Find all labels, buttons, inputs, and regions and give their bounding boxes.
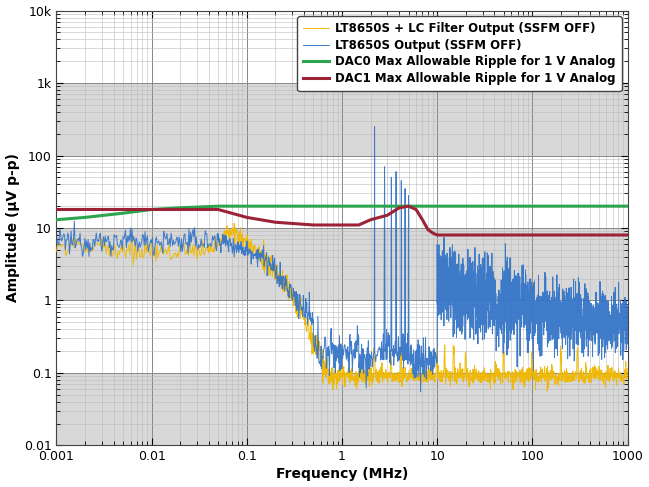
DAC1 Max Allowable Ripple for 1 V Analog <box>404 203 412 209</box>
LT8650S Output (SSFM OFF) <box>390 362 398 368</box>
DAC1 Max Allowable Ripple for 1 V Analog <box>355 222 363 228</box>
DAC1 Max Allowable Ripple for 1 V Analog <box>119 206 127 212</box>
DAC0 Max Allowable Ripple for 1 V Analog <box>434 203 441 209</box>
Bar <box>56 373 628 446</box>
LT8650S Output (SSFM OFF) <box>543 327 550 333</box>
DAC1 Max Allowable Ripple for 1 V Analog <box>243 214 251 220</box>
X-axis label: Frequency (MHz): Frequency (MHz) <box>276 468 408 482</box>
DAC1 Max Allowable Ripple for 1 V Analog <box>338 222 346 228</box>
DAC1 Max Allowable Ripple for 1 V Analog <box>429 230 437 236</box>
DAC0 Max Allowable Ripple for 1 V Analog <box>119 210 127 216</box>
LT8650S + LC Filter Output (SSFM OFF) <box>230 221 238 226</box>
DAC0 Max Allowable Ripple for 1 V Analog <box>53 217 60 223</box>
DAC0 Max Allowable Ripple for 1 V Analog <box>624 203 631 209</box>
LT8650S Output (SSFM OFF) <box>398 353 406 359</box>
DAC1 Max Allowable Ripple for 1 V Analog <box>214 206 222 212</box>
DAC0 Max Allowable Ripple for 1 V Analog <box>177 205 184 211</box>
LT8650S + LC Filter Output (SSFM OFF) <box>543 388 551 394</box>
DAC0 Max Allowable Ripple for 1 V Analog <box>384 203 391 209</box>
DAC1 Max Allowable Ripple for 1 V Analog <box>271 219 279 225</box>
LT8650S Output (SSFM OFF) <box>624 315 631 320</box>
Y-axis label: Amplitude (μV p-p): Amplitude (μV p-p) <box>6 153 19 302</box>
DAC1 Max Allowable Ripple for 1 V Analog <box>384 212 391 218</box>
DAC0 Max Allowable Ripple for 1 V Analog <box>338 203 346 209</box>
DAC0 Max Allowable Ripple for 1 V Analog <box>243 203 251 209</box>
LT8650S + LC Filter Output (SSFM OFF) <box>368 379 376 385</box>
DAC1 Max Allowable Ripple for 1 V Analog <box>574 232 582 238</box>
DAC1 Max Allowable Ripple for 1 V Analog <box>450 232 458 238</box>
DAC0 Max Allowable Ripple for 1 V Analog <box>148 206 156 212</box>
DAC0 Max Allowable Ripple for 1 V Analog <box>574 203 582 209</box>
LT8650S + LC Filter Output (SSFM OFF) <box>624 366 631 372</box>
DAC1 Max Allowable Ripple for 1 V Analog <box>148 206 156 212</box>
Line: LT8650S Output (SSFM OFF): LT8650S Output (SSFM OFF) <box>56 127 628 392</box>
Line: DAC1 Max Allowable Ripple for 1 V Analog: DAC1 Max Allowable Ripple for 1 V Analog <box>56 206 628 235</box>
DAC0 Max Allowable Ripple for 1 V Analog <box>479 203 487 209</box>
LT8650S + LC Filter Output (SSFM OFF) <box>450 351 458 357</box>
LT8650S Output (SSFM OFF) <box>417 389 424 394</box>
LT8650S + LC Filter Output (SSFM OFF) <box>595 363 603 369</box>
DAC1 Max Allowable Ripple for 1 V Analog <box>395 205 403 211</box>
DAC1 Max Allowable Ripple for 1 V Analog <box>424 226 432 232</box>
DAC1 Max Allowable Ripple for 1 V Analog <box>434 232 441 238</box>
Line: DAC0 Max Allowable Ripple for 1 V Analog: DAC0 Max Allowable Ripple for 1 V Analog <box>56 206 628 220</box>
Bar <box>56 228 628 300</box>
DAC1 Max Allowable Ripple for 1 V Analog <box>479 232 487 238</box>
DAC1 Max Allowable Ripple for 1 V Analog <box>419 217 426 223</box>
DAC0 Max Allowable Ripple for 1 V Analog <box>528 203 536 209</box>
Line: LT8650S + LC Filter Output (SSFM OFF): LT8650S + LC Filter Output (SSFM OFF) <box>56 224 628 391</box>
DAC1 Max Allowable Ripple for 1 V Analog <box>412 206 420 212</box>
DAC1 Max Allowable Ripple for 1 V Analog <box>177 206 184 212</box>
DAC1 Max Allowable Ripple for 1 V Analog <box>310 222 317 228</box>
DAC0 Max Allowable Ripple for 1 V Analog <box>81 214 89 220</box>
LT8650S + LC Filter Output (SSFM OFF) <box>509 379 517 385</box>
LT8650S + LC Filter Output (SSFM OFF) <box>559 376 567 382</box>
LT8650S Output (SSFM OFF) <box>339 347 347 353</box>
DAC1 Max Allowable Ripple for 1 V Analog <box>528 232 536 238</box>
LT8650S Output (SSFM OFF) <box>515 303 523 309</box>
DAC1 Max Allowable Ripple for 1 V Analog <box>367 217 374 223</box>
Legend: LT8650S + LC Filter Output (SSFM OFF), LT8650S Output (SSFM OFF), DAC0 Max Allow: LT8650S + LC Filter Output (SSFM OFF), L… <box>297 17 622 91</box>
LT8650S + LC Filter Output (SSFM OFF) <box>592 375 600 381</box>
LT8650S Output (SSFM OFF) <box>371 124 378 130</box>
DAC1 Max Allowable Ripple for 1 V Analog <box>81 206 89 212</box>
DAC1 Max Allowable Ripple for 1 V Analog <box>53 206 60 212</box>
LT8650S Output (SSFM OFF) <box>53 240 60 246</box>
DAC0 Max Allowable Ripple for 1 V Analog <box>214 203 222 209</box>
DAC0 Max Allowable Ripple for 1 V Analog <box>288 203 296 209</box>
LT8650S + LC Filter Output (SSFM OFF) <box>53 248 60 254</box>
LT8650S Output (SSFM OFF) <box>461 337 469 342</box>
Bar <box>56 83 628 155</box>
DAC1 Max Allowable Ripple for 1 V Analog <box>624 232 631 238</box>
